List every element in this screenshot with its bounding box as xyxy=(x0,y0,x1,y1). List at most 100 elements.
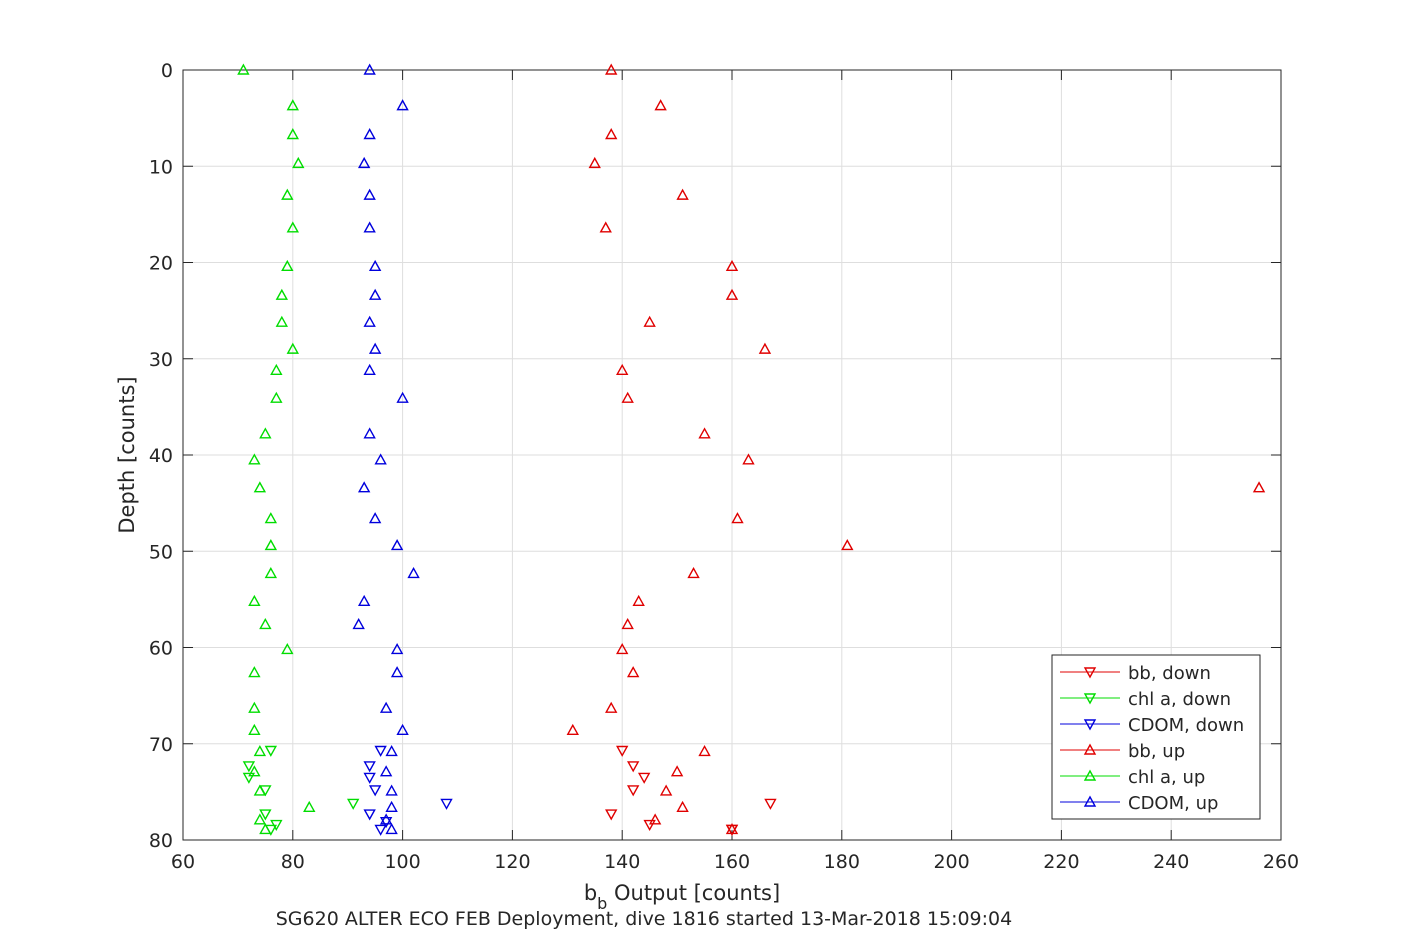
data-point xyxy=(637,772,651,784)
data-point xyxy=(237,63,250,75)
x-tick-label: 100 xyxy=(384,851,420,873)
data-point xyxy=(698,427,711,439)
data-point xyxy=(264,745,278,757)
data-point xyxy=(725,822,739,835)
data-point xyxy=(253,813,267,825)
data-point xyxy=(390,642,404,655)
data-point xyxy=(264,566,278,579)
data-point xyxy=(566,723,579,735)
data-point xyxy=(758,342,772,354)
data-point xyxy=(648,813,662,825)
data-point xyxy=(248,453,261,465)
data-point xyxy=(248,765,261,777)
data-point xyxy=(676,800,689,812)
data-point xyxy=(363,761,376,773)
x-tick-label: 220 xyxy=(1043,851,1079,873)
data-point xyxy=(352,617,365,630)
legend-marker xyxy=(1083,719,1097,731)
data-point xyxy=(374,745,387,757)
data-point xyxy=(281,259,294,272)
legend-marker xyxy=(1083,693,1097,705)
data-point xyxy=(725,259,739,272)
data-point xyxy=(643,315,656,327)
data-point xyxy=(385,745,398,757)
data-point xyxy=(248,594,261,606)
data-point xyxy=(242,761,256,773)
data-point xyxy=(621,617,634,630)
series-1 xyxy=(242,745,360,836)
data-point xyxy=(659,784,673,796)
data-point xyxy=(357,156,371,169)
data-point xyxy=(440,798,453,810)
data-point xyxy=(363,427,376,439)
legend-marker xyxy=(1083,795,1097,807)
data-point xyxy=(764,798,777,810)
data-point xyxy=(253,784,267,796)
data-point xyxy=(363,221,376,233)
data-point xyxy=(374,453,387,465)
data-point xyxy=(248,666,261,678)
data-point xyxy=(643,819,656,832)
data-point xyxy=(626,785,640,797)
data-point xyxy=(281,188,294,200)
data-point xyxy=(248,723,261,735)
data-point xyxy=(379,817,393,829)
data-point xyxy=(357,481,371,493)
data-point xyxy=(363,188,376,200)
data-point xyxy=(390,666,404,678)
x-tick-label: 160 xyxy=(714,851,750,873)
data-point xyxy=(698,745,711,757)
data-point xyxy=(379,765,393,777)
data-point xyxy=(1252,481,1266,493)
legend-label: CDOM, down xyxy=(1128,715,1244,736)
data-point xyxy=(599,221,612,233)
y-tick-label: 50 xyxy=(149,541,173,563)
data-point xyxy=(363,363,376,375)
data-point xyxy=(605,701,618,713)
data-point xyxy=(616,745,629,757)
data-point xyxy=(605,128,618,140)
data-point xyxy=(407,566,420,579)
data-point xyxy=(259,617,272,630)
legend-marker xyxy=(1083,769,1097,781)
data-point xyxy=(374,824,387,836)
data-point xyxy=(259,427,272,439)
data-point xyxy=(259,809,272,821)
data-point xyxy=(363,772,376,784)
data-point xyxy=(616,363,629,375)
data-point xyxy=(621,391,634,403)
x-tick-label: 120 xyxy=(494,851,530,873)
y-tick-label: 20 xyxy=(149,253,173,275)
data-point xyxy=(368,512,382,524)
y-axis-label: Depth [counts] xyxy=(115,376,139,533)
data-point xyxy=(253,481,267,493)
data-point xyxy=(264,539,278,551)
data-point xyxy=(363,63,376,75)
x-axis-label-subscript: b xyxy=(597,894,607,913)
x-axis-label: bb Output [counts] xyxy=(584,881,780,913)
data-point xyxy=(670,765,684,777)
x-tick-label: 200 xyxy=(933,851,969,873)
x-tick-label: 180 xyxy=(824,851,860,873)
data-point xyxy=(742,453,755,465)
data-point xyxy=(275,288,289,300)
data-point xyxy=(292,156,305,169)
data-point xyxy=(259,822,272,835)
data-point xyxy=(363,809,376,821)
data-point xyxy=(275,315,289,327)
data-point xyxy=(654,99,667,111)
series-2 xyxy=(363,745,453,836)
legend-marker xyxy=(1083,743,1097,755)
data-point xyxy=(385,784,398,796)
data-point xyxy=(385,800,398,812)
data-point xyxy=(390,539,404,551)
y-tick-label: 30 xyxy=(149,349,173,371)
data-point xyxy=(303,800,316,812)
y-tick-label: 60 xyxy=(149,638,173,660)
y-tick-label: 40 xyxy=(149,445,173,467)
data-point xyxy=(632,594,645,606)
x-tick-label: 240 xyxy=(1153,851,1189,873)
figure-caption: SG620 ALTER ECO FEB Deployment, dive 181… xyxy=(276,908,1012,930)
